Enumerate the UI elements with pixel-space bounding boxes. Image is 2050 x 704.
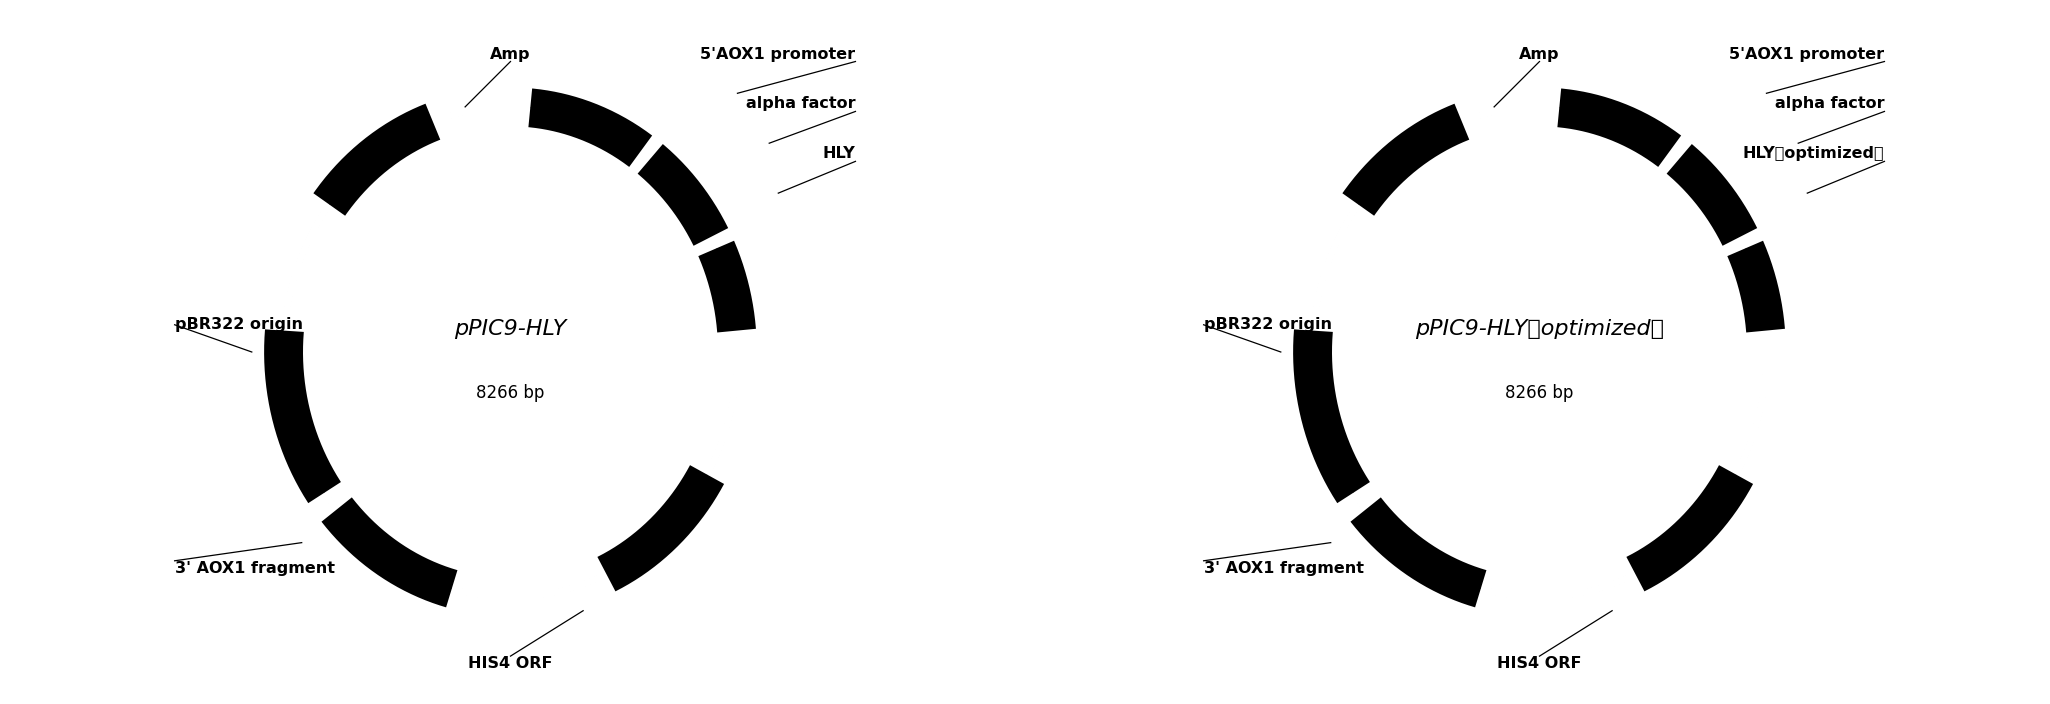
Text: HIS4 ORF: HIS4 ORF: [1496, 656, 1583, 671]
Text: HLY（optimized）: HLY（optimized）: [1742, 146, 1884, 161]
Text: HLY: HLY: [822, 146, 855, 161]
Text: Amp: Amp: [490, 46, 531, 61]
Text: pBR322 origin: pBR322 origin: [1203, 318, 1332, 332]
Text: 3' AOX1 fragment: 3' AOX1 fragment: [1203, 561, 1363, 576]
Text: alpha factor: alpha factor: [1775, 96, 1884, 111]
Text: HIS4 ORF: HIS4 ORF: [467, 656, 554, 671]
Text: 3' AOX1 fragment: 3' AOX1 fragment: [174, 561, 334, 576]
Text: pBR322 origin: pBR322 origin: [174, 318, 303, 332]
Text: pPIC9-HLY（optimized）: pPIC9-HLY（optimized）: [1414, 320, 1665, 339]
Text: 5'AOX1 promoter: 5'AOX1 promoter: [701, 46, 855, 61]
Text: 8266 bp: 8266 bp: [1505, 384, 1574, 402]
Text: Amp: Amp: [1519, 46, 1560, 61]
Text: pPIC9-HLY: pPIC9-HLY: [455, 320, 566, 339]
Text: 8266 bp: 8266 bp: [476, 384, 545, 402]
Text: alpha factor: alpha factor: [746, 96, 855, 111]
Text: 5'AOX1 promoter: 5'AOX1 promoter: [1730, 46, 1884, 61]
